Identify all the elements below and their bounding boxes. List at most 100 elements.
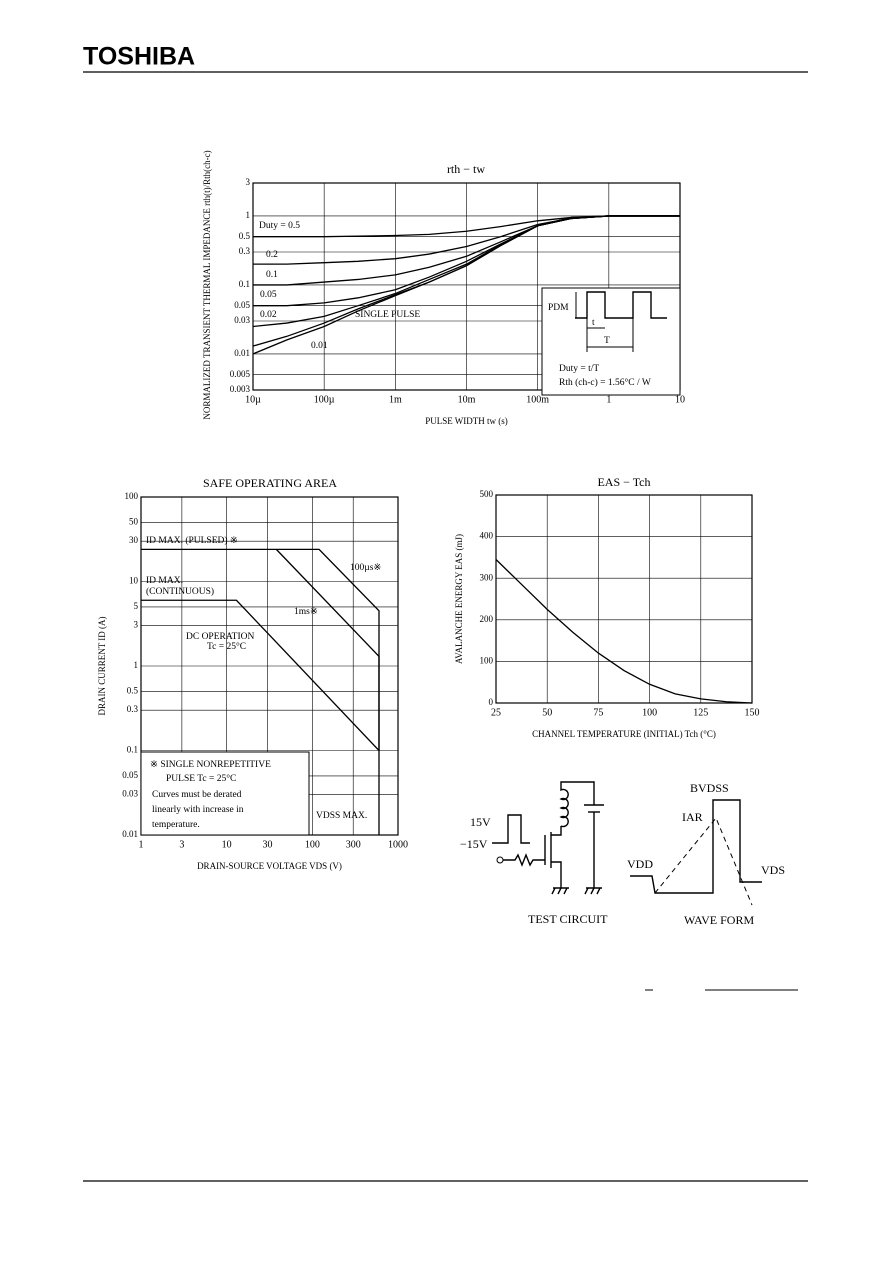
- x-tick-label: 100: [642, 707, 657, 718]
- y-axis-label: NORMALIZED TRANSIENT THERMAL IMPEDANCE r…: [202, 150, 212, 419]
- series-label: SINGLE PULSE: [355, 310, 420, 320]
- y-tick-label: 0.1: [127, 745, 138, 755]
- y-tick-label: 100: [125, 491, 139, 501]
- annotation: PDM: [548, 303, 569, 313]
- y-tick-label: 0.5: [239, 231, 251, 241]
- y-tick-label: 3: [246, 177, 251, 187]
- y-tick-label: 50: [129, 516, 139, 526]
- x-tick-label: 1: [139, 839, 144, 850]
- test-circuit: 15V −15V TEST CIRCUIT BVDSS IAR VDD VDS …: [460, 781, 785, 927]
- x-tick-label: 1: [606, 394, 611, 405]
- x-tick-label: 30: [263, 839, 273, 850]
- y-tick-label: 200: [480, 614, 494, 624]
- data-line: [275, 548, 380, 751]
- annotation: t: [592, 318, 595, 328]
- data-line: [495, 559, 753, 704]
- y-tick-label: 10: [129, 576, 139, 586]
- brand: TOSHIBA: [83, 43, 195, 71]
- y-tick-label: 400: [480, 531, 494, 541]
- y-tick-label: 0: [489, 697, 494, 707]
- y-tick-label: 0.01: [122, 829, 138, 839]
- annotation: Curves must be derated: [152, 790, 242, 800]
- x-tick-label: 10µ: [245, 394, 261, 405]
- annotation: linearly with increase in: [152, 805, 244, 815]
- y-tick-label: 0.05: [122, 770, 138, 780]
- label: −15V: [460, 837, 488, 851]
- series-label: 0.02: [260, 310, 277, 320]
- series-label: 100µs※: [350, 563, 381, 573]
- y-tick-label: 30: [129, 535, 139, 545]
- gate-pulse: [492, 814, 530, 844]
- label: TEST CIRCUIT: [528, 912, 608, 926]
- y-tick-label: 100: [480, 655, 494, 665]
- y-tick-label: 0.005: [230, 369, 251, 379]
- inset-box: [140, 751, 310, 836]
- x-tick-label: 75: [593, 707, 603, 718]
- chart-title: SAFE OPERATING AREA: [203, 476, 337, 490]
- y-tick-label: 0.5: [127, 685, 139, 695]
- resistor: [503, 853, 545, 867]
- x-tick-label: 50: [542, 707, 552, 718]
- x-tick-label: 150: [745, 707, 760, 718]
- y-tick-label: 0.01: [234, 348, 250, 358]
- ground: [551, 887, 602, 895]
- x-tick-label: 100m: [526, 394, 549, 405]
- label: WAVE FORM: [684, 913, 754, 927]
- x-tick-label: 3: [179, 839, 184, 850]
- x-tick-label: 100µ: [314, 394, 335, 405]
- data-line: [252, 215, 680, 355]
- x-axis-label: PULSE WIDTH tw (s): [425, 416, 508, 426]
- y-tick-label: 0.05: [234, 300, 250, 310]
- label: VDS: [761, 863, 785, 877]
- y-tick-label: 0.03: [122, 789, 138, 799]
- label: BVDSS: [690, 781, 729, 795]
- x-tick-label: 10m: [458, 394, 476, 405]
- annotation: ID MAX.: [146, 576, 183, 586]
- y-tick-label: 0.003: [230, 384, 251, 394]
- chart-title: rth − tw: [447, 162, 485, 176]
- y-tick-label: 0.1: [239, 279, 250, 289]
- inset-box: [541, 287, 681, 396]
- series-label: 0.01: [311, 341, 328, 351]
- x-tick-label: 10: [222, 839, 232, 850]
- annotation: Tc = 25°C: [207, 641, 246, 652]
- series-label: Duty = 0.5: [259, 221, 300, 231]
- x-tick-label: 1m: [389, 394, 402, 405]
- series-label: 0.05: [260, 290, 277, 300]
- series-label: 0.1: [266, 270, 278, 280]
- x-tick-label: 10: [675, 394, 685, 405]
- inductor: [559, 781, 595, 828]
- y-tick-label: 0.03: [234, 315, 250, 325]
- annotation: (CONTINUOUS): [146, 586, 214, 597]
- series-label: 1ms※: [294, 607, 318, 617]
- annotation: PULSE Tc = 25°C: [166, 773, 236, 784]
- annotation: T: [604, 336, 610, 346]
- series-label: 0.2: [266, 250, 278, 260]
- y-tick-label: 500: [480, 489, 494, 499]
- plot-frame: [495, 494, 753, 704]
- y-tick-label: 1: [246, 210, 251, 220]
- input-terminal: [496, 856, 504, 864]
- label: 15V: [470, 815, 491, 829]
- x-axis-label: CHANNEL TEMPERATURE (INITIAL) Tch (°C): [532, 729, 716, 739]
- annotation: Rth (ch-c) = 1.56°C / W: [559, 377, 651, 388]
- pulse-train: [575, 291, 667, 319]
- annotation: VDSS MAX.: [316, 811, 367, 821]
- annotation: ID MAX. (PULSED) ※: [146, 535, 238, 546]
- y-axis-label: DRAIN CURRENT ID (A): [97, 616, 107, 715]
- x-tick-label: 125: [693, 707, 708, 718]
- label: VDD: [627, 857, 653, 871]
- y-tick-label: 1: [134, 660, 139, 670]
- annotation: Duty = t/T: [559, 364, 599, 374]
- annotation: temperature.: [152, 820, 200, 830]
- data-line: [141, 599, 380, 835]
- x-axis-label: DRAIN-SOURCE VOLTAGE VDS (V): [197, 861, 342, 871]
- y-axis-label: AVALANCHE ENERGY EAS (mJ): [454, 534, 464, 664]
- waveform: [630, 799, 762, 894]
- x-tick-label: 300: [346, 839, 361, 850]
- y-tick-label: 0.3: [127, 704, 139, 714]
- y-tick-label: 3: [134, 620, 139, 630]
- chart-title: EAS − Tch: [597, 475, 650, 489]
- drain: [551, 826, 562, 836]
